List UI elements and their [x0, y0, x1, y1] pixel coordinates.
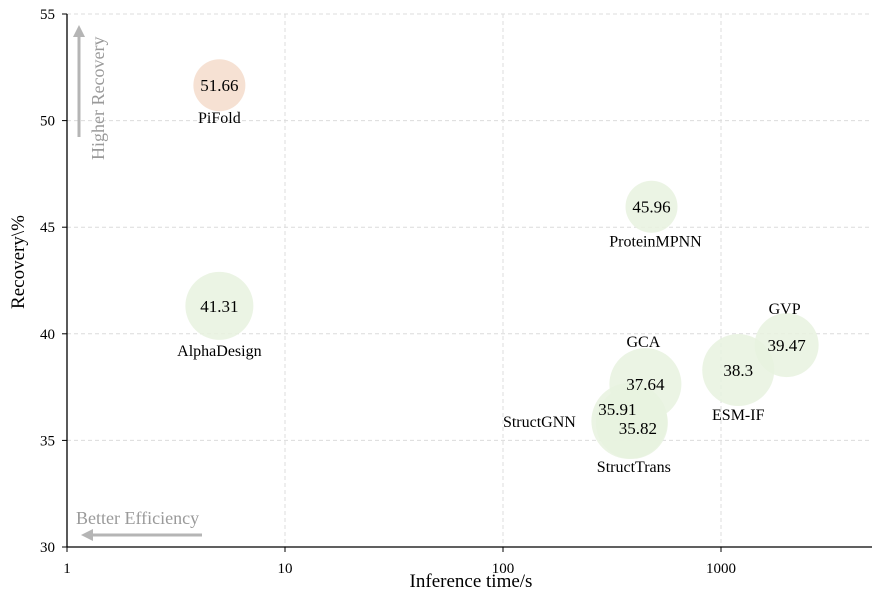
- x-tick-label: 1000: [706, 561, 736, 577]
- grid: [67, 13, 872, 547]
- bubble-structtrans: [595, 386, 668, 459]
- x-tick-label: 100: [492, 561, 515, 577]
- name-label-structtrans: StructTrans: [597, 459, 671, 476]
- y-axis-label: Recovery\%: [8, 215, 29, 309]
- higher-recovery-annotation: Higher Recovery: [88, 37, 108, 160]
- value-label-structgnn: 35.91: [598, 400, 636, 419]
- value-label-gca: 37.64: [626, 375, 665, 394]
- bubble-pifold: [193, 59, 246, 112]
- bubble-esm-if: [702, 334, 775, 407]
- bubbles: 51.66 PiFold 45.96 ProteinMPNN 41.31 AlphaDes…: [177, 59, 819, 476]
- better-efficiency-annotation: Better Efficiency: [76, 508, 199, 528]
- name-label-alphadesign: AlphaDesign: [177, 343, 261, 360]
- y-tick-label: 30: [40, 540, 55, 556]
- value-label-proteinmpnn: 45.96: [632, 198, 670, 217]
- value-label-structtrans: 35.82: [619, 419, 657, 438]
- y-tick-label: 50: [40, 114, 55, 130]
- name-label-gca: GCA: [627, 334, 661, 351]
- hints: Higher Recovery Better Efficiency: [73, 25, 202, 541]
- value-label-gvp: 39.47: [767, 336, 806, 355]
- better-efficiency-arrowhead: [81, 529, 93, 541]
- ticks: 1 10 100 1000 30 35 40 45 50 55: [40, 7, 736, 577]
- y-tick-label: 45: [40, 220, 55, 236]
- y-tick-label: 35: [40, 433, 55, 449]
- y-tick-label: 55: [40, 7, 55, 23]
- name-label-proteinmpnn: ProteinMPNN: [609, 234, 702, 251]
- axes: [66, 14, 872, 548]
- x-tick-label: 10: [278, 561, 293, 577]
- name-label-structgnn: StructGNN: [503, 414, 576, 431]
- value-label-pifold: 51.66: [200, 76, 238, 95]
- name-label-esm-if: ESM-IF: [712, 407, 765, 424]
- name-label-gvp: GVP: [769, 301, 801, 318]
- y-tick-label: 40: [40, 327, 55, 343]
- bubble-proteinmpnn: [625, 180, 678, 233]
- x-tick-label: 1: [63, 561, 71, 577]
- value-label-alphadesign: 41.31: [200, 297, 238, 316]
- x-axis-label: Inference time/s: [410, 571, 533, 589]
- bubble-alphadesign: [185, 271, 254, 340]
- higher-recovery-arrowhead: [73, 25, 85, 37]
- name-label-pifold: PiFold: [198, 110, 241, 127]
- value-label-esm-if: 38.3: [723, 361, 753, 380]
